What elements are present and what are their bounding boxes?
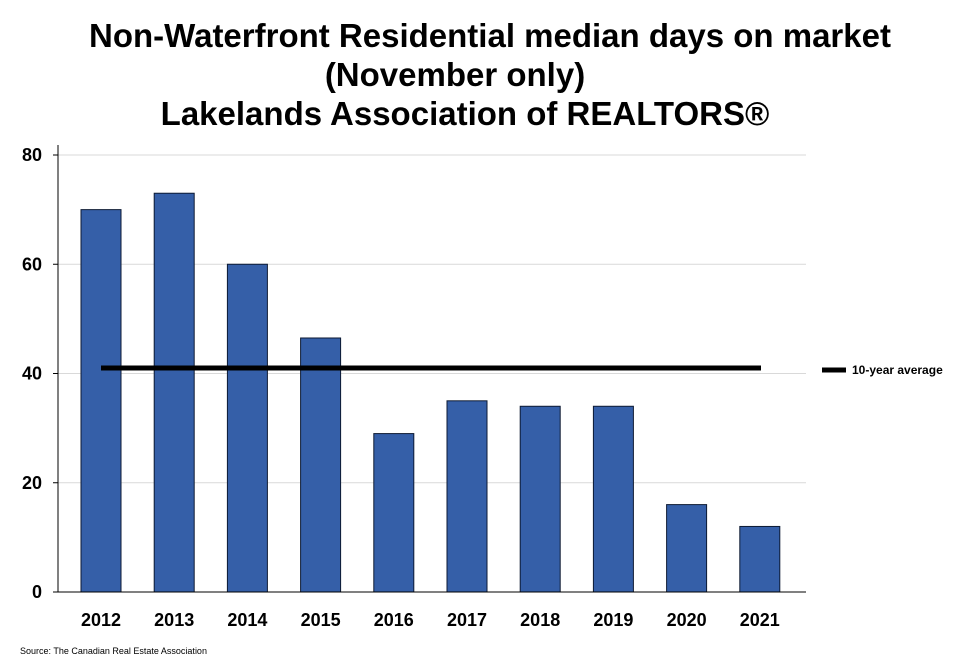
y-tick-label-60: 60 bbox=[22, 254, 42, 274]
x-tick-label-2020: 2020 bbox=[667, 610, 707, 630]
legend-label-average: 10-year average bbox=[852, 363, 943, 377]
source-note: Source: The Canadian Real Estate Associa… bbox=[20, 646, 207, 656]
bar-2014 bbox=[226, 263, 268, 593]
x-tick-label-2021: 2021 bbox=[740, 610, 780, 630]
y-tick-label-80: 80 bbox=[22, 145, 42, 165]
x-tick-label-2012: 2012 bbox=[81, 610, 121, 630]
y-tick-label-40: 40 bbox=[22, 364, 42, 384]
bar-2013 bbox=[153, 192, 195, 593]
y-tick-label-20: 20 bbox=[22, 473, 42, 493]
bar-2015 bbox=[300, 337, 342, 593]
bars bbox=[80, 192, 781, 593]
x-tick-label-2014: 2014 bbox=[227, 610, 267, 630]
axes: 0 20 40 60 80 2012 2013 2014 2015 2016 2017 2018 201… bbox=[22, 145, 806, 630]
bar-2021 bbox=[739, 525, 781, 593]
legend: 10-year average bbox=[822, 363, 943, 377]
bar-2017 bbox=[446, 400, 488, 593]
x-tick-label-2019: 2019 bbox=[593, 610, 633, 630]
bar-2012 bbox=[80, 209, 122, 593]
x-tick-label-2013: 2013 bbox=[154, 610, 194, 630]
x-tick-label-2015: 2015 bbox=[301, 610, 341, 630]
bar-2018 bbox=[519, 405, 561, 593]
chart-title-line-3: Lakelands Association of REALTORS® bbox=[160, 95, 770, 132]
bar-2019 bbox=[592, 405, 634, 593]
bar-2016 bbox=[373, 433, 415, 593]
x-tick-label-2018: 2018 bbox=[520, 610, 560, 630]
chart-title-line-1: Non-Waterfront Residential median days o… bbox=[89, 17, 891, 54]
chart-title: Non-Waterfront Residential median days o… bbox=[0, 16, 980, 133]
x-tick-label-2016: 2016 bbox=[374, 610, 414, 630]
chart-title-line-2: (November only) bbox=[324, 56, 586, 93]
x-tick-label-2017: 2017 bbox=[447, 610, 487, 630]
y-tick-label-0: 0 bbox=[32, 582, 42, 602]
bar-2020 bbox=[666, 504, 708, 593]
